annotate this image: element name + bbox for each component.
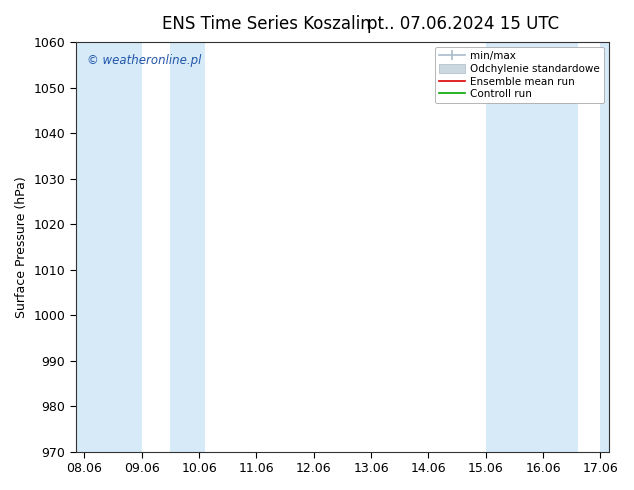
Legend: min/max, Odchylenie standardowe, Ensemble mean run, Controll run: min/max, Odchylenie standardowe, Ensembl… xyxy=(434,47,604,103)
Bar xyxy=(171,42,205,452)
Text: pt.. 07.06.2024 15 UTC: pt.. 07.06.2024 15 UTC xyxy=(366,15,559,33)
Bar xyxy=(486,42,543,452)
Bar xyxy=(543,42,578,452)
Y-axis label: Surface Pressure (hPa): Surface Pressure (hPa) xyxy=(15,176,28,318)
Text: ENS Time Series Koszalin: ENS Time Series Koszalin xyxy=(162,15,371,33)
Text: © weatheronline.pl: © weatheronline.pl xyxy=(86,54,201,67)
Bar xyxy=(600,42,612,452)
Bar xyxy=(76,42,142,452)
